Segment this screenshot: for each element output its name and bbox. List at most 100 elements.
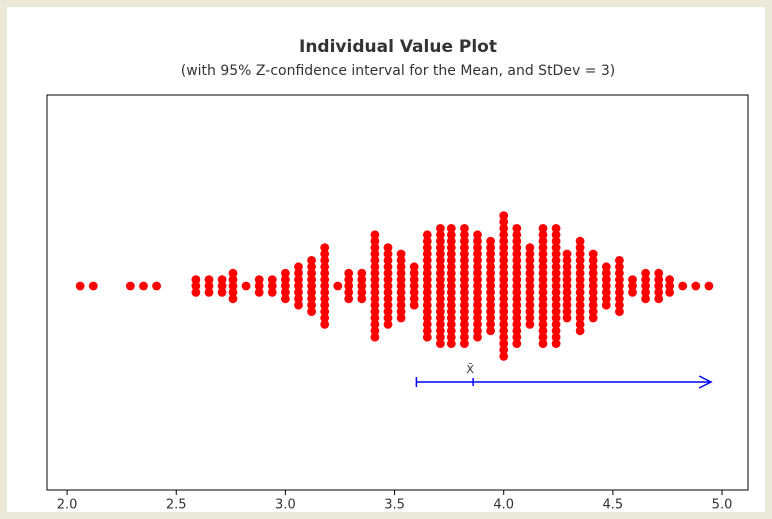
data-dot bbox=[499, 268, 509, 278]
data-dot bbox=[280, 294, 290, 304]
data-dot bbox=[460, 332, 469, 342]
data-dot bbox=[538, 236, 548, 246]
data-dot bbox=[562, 268, 572, 278]
data-dot bbox=[641, 288, 651, 297]
data-dot bbox=[370, 332, 380, 342]
data-dot bbox=[370, 294, 380, 304]
data-dot bbox=[588, 307, 598, 316]
data-dot bbox=[446, 339, 456, 348]
data-dot bbox=[486, 281, 496, 291]
data-dot bbox=[499, 281, 509, 291]
data-dot bbox=[320, 262, 330, 272]
data-dot bbox=[512, 262, 522, 272]
data-dot bbox=[538, 313, 548, 323]
data-dot bbox=[422, 256, 432, 265]
data-dot bbox=[446, 320, 456, 329]
data-dot bbox=[422, 275, 432, 284]
data-dot bbox=[588, 281, 598, 291]
data-dot bbox=[139, 281, 148, 291]
data-dot bbox=[499, 294, 509, 304]
data-dot bbox=[588, 262, 598, 272]
data-dot bbox=[588, 249, 598, 259]
data-dot bbox=[551, 320, 561, 329]
data-dot bbox=[551, 294, 561, 304]
data-dot bbox=[370, 320, 380, 329]
data-dot bbox=[628, 288, 637, 297]
data-dot bbox=[641, 268, 651, 278]
data-dot bbox=[538, 262, 548, 272]
data-dot bbox=[551, 236, 561, 246]
data-dot bbox=[460, 313, 469, 323]
data-dot bbox=[320, 281, 330, 291]
data-dot bbox=[499, 236, 509, 246]
data-dot bbox=[512, 294, 522, 304]
data-dot bbox=[435, 275, 445, 284]
data-dot bbox=[370, 249, 380, 259]
data-dot bbox=[446, 313, 456, 323]
data-dot bbox=[525, 307, 535, 316]
data-dot bbox=[370, 236, 380, 246]
data-dot bbox=[551, 230, 561, 240]
data-dot bbox=[422, 294, 432, 304]
data-dot bbox=[538, 275, 548, 284]
data-dot bbox=[383, 243, 393, 253]
data-dot bbox=[409, 294, 419, 304]
data-dot bbox=[562, 307, 572, 316]
data-dot bbox=[320, 249, 330, 259]
data-dot bbox=[422, 332, 432, 342]
data-dot bbox=[460, 275, 469, 284]
data-dot bbox=[422, 300, 432, 310]
data-dot bbox=[575, 326, 585, 336]
data-dot bbox=[370, 307, 380, 316]
data-dot bbox=[228, 288, 238, 297]
data-dot bbox=[512, 230, 522, 240]
data-dot bbox=[654, 294, 664, 304]
data-dot bbox=[665, 281, 675, 291]
data-dot bbox=[333, 281, 343, 291]
data-dot bbox=[575, 249, 585, 259]
data-dot bbox=[307, 300, 316, 310]
data-dot bbox=[551, 339, 561, 348]
data-dot bbox=[344, 294, 354, 304]
data-dot bbox=[499, 256, 509, 265]
data-dot bbox=[473, 313, 482, 323]
x-tick-label: 2.5 bbox=[166, 498, 187, 513]
data-dot bbox=[575, 236, 585, 246]
data-dot bbox=[217, 288, 227, 297]
data-dot bbox=[473, 332, 482, 342]
data-dot bbox=[525, 320, 535, 329]
data-dot bbox=[320, 256, 330, 265]
data-dot bbox=[473, 288, 482, 297]
data-dot bbox=[383, 307, 393, 316]
data-dot bbox=[486, 307, 496, 316]
data-dot bbox=[435, 288, 445, 297]
data-dot bbox=[294, 288, 303, 297]
data-dot bbox=[473, 243, 482, 253]
data-dot bbox=[628, 281, 637, 291]
data-dot bbox=[575, 262, 585, 272]
data-dot bbox=[422, 313, 432, 323]
data-dot bbox=[409, 262, 419, 272]
data-dot bbox=[228, 275, 238, 284]
data-dot bbox=[422, 236, 432, 246]
data-dot bbox=[486, 320, 496, 329]
data-dot bbox=[435, 230, 445, 240]
data-dot bbox=[307, 307, 316, 316]
data-dot bbox=[294, 281, 303, 291]
data-dot bbox=[538, 339, 548, 348]
data-dot bbox=[383, 249, 393, 259]
data-dot bbox=[575, 288, 585, 297]
data-dot bbox=[473, 236, 482, 246]
data-dot bbox=[254, 275, 264, 284]
data-dot bbox=[125, 281, 135, 291]
data-dot bbox=[499, 249, 509, 259]
data-dot bbox=[446, 288, 456, 297]
data-dot bbox=[486, 294, 496, 304]
ci-arrow bbox=[698, 375, 713, 389]
data-dot bbox=[512, 307, 522, 316]
data-dot bbox=[435, 320, 445, 329]
data-dot bbox=[422, 326, 432, 336]
data-dot bbox=[512, 313, 522, 323]
data-dot bbox=[435, 236, 445, 246]
data-dot bbox=[357, 288, 367, 297]
